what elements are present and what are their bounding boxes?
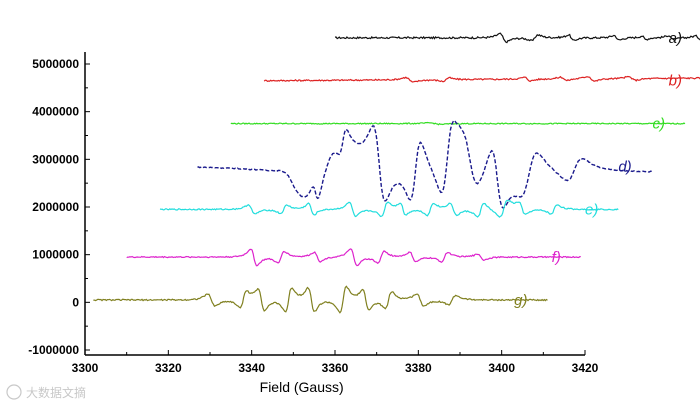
watermark-text: 大数据文摘	[26, 385, 86, 400]
series-label: a)	[669, 30, 682, 47]
y-tick-label: 4000000	[32, 105, 79, 119]
x-tick-label: 3420	[572, 361, 599, 375]
series-line-g	[93, 285, 548, 314]
series-line-a	[334, 32, 700, 44]
series-line-d	[197, 119, 652, 209]
x-tick-label: 3300	[72, 361, 99, 375]
y-tick-label: 2000000	[32, 200, 79, 214]
series-line-c	[230, 121, 686, 126]
y-tick-label: 3000000	[32, 152, 79, 166]
series-line-f	[126, 248, 581, 267]
series-label: e)	[585, 201, 598, 218]
x-tick-label: 3320	[155, 361, 182, 375]
y-tick-label: 5000000	[32, 57, 79, 71]
y-tick-label: 1000000	[32, 248, 79, 262]
x-tick-label: 3380	[405, 361, 432, 375]
watermark-logo-icon	[6, 384, 22, 400]
x-tick-label: 3400	[488, 361, 515, 375]
y-tick-label: 0	[72, 295, 79, 309]
x-tick-label: 3360	[322, 361, 349, 375]
series-label: g)	[514, 292, 527, 309]
series-label: d)	[618, 158, 631, 175]
series-line-e	[159, 199, 619, 218]
series-label: b)	[669, 73, 682, 90]
x-axis-title: Field (Gauss)	[260, 379, 344, 395]
series-label: c)	[653, 116, 666, 133]
series-label: f)	[552, 249, 561, 266]
x-tick-label: 3340	[238, 361, 265, 375]
y-tick-label: -1000000	[28, 343, 79, 357]
series-line-b	[263, 75, 700, 83]
